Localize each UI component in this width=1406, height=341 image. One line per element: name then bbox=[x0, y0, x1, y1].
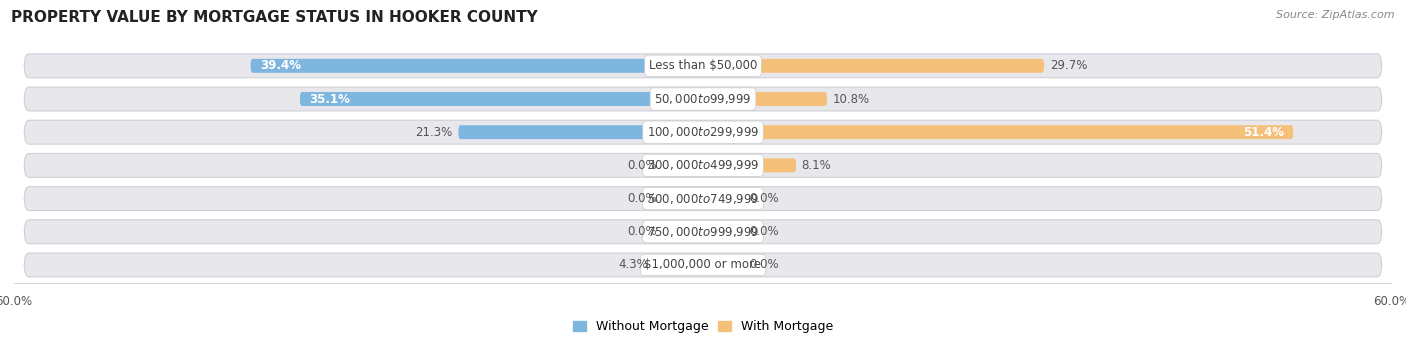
Text: 8.1%: 8.1% bbox=[801, 159, 831, 172]
FancyBboxPatch shape bbox=[703, 159, 796, 172]
Legend: Without Mortgage, With Mortgage: Without Mortgage, With Mortgage bbox=[568, 315, 838, 338]
Text: 29.7%: 29.7% bbox=[1050, 59, 1087, 72]
FancyBboxPatch shape bbox=[250, 59, 703, 73]
FancyBboxPatch shape bbox=[24, 187, 1382, 210]
Text: 35.1%: 35.1% bbox=[309, 92, 350, 105]
FancyBboxPatch shape bbox=[24, 87, 1382, 111]
FancyBboxPatch shape bbox=[662, 225, 703, 239]
FancyBboxPatch shape bbox=[662, 192, 703, 206]
Text: $100,000 to $299,999: $100,000 to $299,999 bbox=[647, 125, 759, 139]
FancyBboxPatch shape bbox=[299, 92, 703, 106]
FancyBboxPatch shape bbox=[654, 258, 703, 272]
Text: Less than $50,000: Less than $50,000 bbox=[648, 59, 758, 72]
Text: PROPERTY VALUE BY MORTGAGE STATUS IN HOOKER COUNTY: PROPERTY VALUE BY MORTGAGE STATUS IN HOO… bbox=[11, 10, 538, 25]
FancyBboxPatch shape bbox=[703, 225, 744, 239]
FancyBboxPatch shape bbox=[24, 54, 1382, 78]
Text: Source: ZipAtlas.com: Source: ZipAtlas.com bbox=[1277, 10, 1395, 20]
Text: $50,000 to $99,999: $50,000 to $99,999 bbox=[654, 92, 752, 106]
FancyBboxPatch shape bbox=[24, 253, 1382, 277]
Text: $300,000 to $499,999: $300,000 to $499,999 bbox=[647, 158, 759, 173]
Text: 4.3%: 4.3% bbox=[619, 258, 648, 271]
Text: 0.0%: 0.0% bbox=[749, 192, 779, 205]
Text: $500,000 to $749,999: $500,000 to $749,999 bbox=[647, 192, 759, 206]
FancyBboxPatch shape bbox=[703, 125, 1294, 139]
Text: 0.0%: 0.0% bbox=[749, 225, 779, 238]
Text: 51.4%: 51.4% bbox=[1243, 126, 1284, 139]
Text: $750,000 to $999,999: $750,000 to $999,999 bbox=[647, 225, 759, 239]
FancyBboxPatch shape bbox=[703, 92, 827, 106]
Text: 10.8%: 10.8% bbox=[832, 92, 870, 105]
FancyBboxPatch shape bbox=[24, 153, 1382, 177]
Text: 0.0%: 0.0% bbox=[749, 258, 779, 271]
Text: $1,000,000 or more: $1,000,000 or more bbox=[644, 258, 762, 271]
FancyBboxPatch shape bbox=[703, 59, 1045, 73]
FancyBboxPatch shape bbox=[24, 220, 1382, 244]
Text: 0.0%: 0.0% bbox=[627, 159, 657, 172]
Text: 39.4%: 39.4% bbox=[260, 59, 301, 72]
FancyBboxPatch shape bbox=[703, 192, 744, 206]
FancyBboxPatch shape bbox=[24, 120, 1382, 144]
Text: 0.0%: 0.0% bbox=[627, 225, 657, 238]
Text: 21.3%: 21.3% bbox=[415, 126, 453, 139]
FancyBboxPatch shape bbox=[458, 125, 703, 139]
FancyBboxPatch shape bbox=[703, 258, 744, 272]
FancyBboxPatch shape bbox=[662, 159, 703, 172]
Text: 0.0%: 0.0% bbox=[627, 192, 657, 205]
